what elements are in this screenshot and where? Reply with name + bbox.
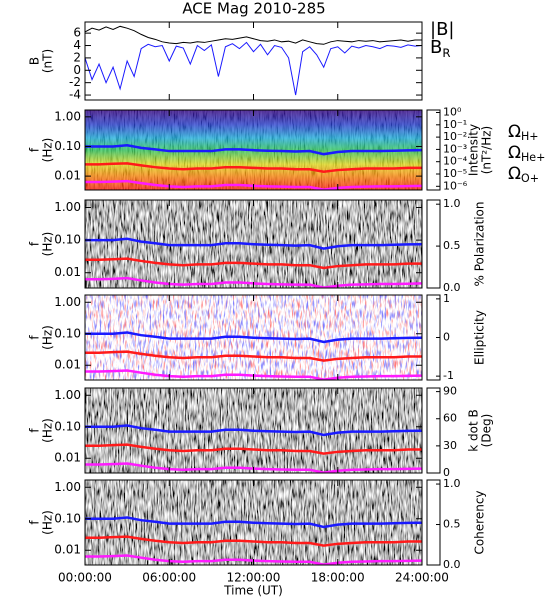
y-axis-label: (Hz) xyxy=(41,138,55,163)
y-tick-label: -4 xyxy=(69,88,81,102)
legend-entry: ΩHe+ xyxy=(508,143,545,164)
y-tick-label: 6 xyxy=(73,26,81,40)
colorbar-tick-label: 60 xyxy=(443,412,457,425)
colorbar-tick-label: 10⁻¹ xyxy=(443,118,467,131)
y-axis-label: f xyxy=(28,241,42,246)
colorbar-tick-label: 10⁻⁶ xyxy=(443,179,468,192)
y-tick-label: 0.01 xyxy=(54,451,81,465)
gyrofrequency-line xyxy=(85,143,422,156)
legend-entry: BR xyxy=(430,37,450,60)
colorbar-tick-label: 0.0 xyxy=(443,281,461,294)
colorbar xyxy=(426,387,441,474)
x-tick-label: 18:00:00 xyxy=(311,571,365,585)
x-tick-label: 00:00:00 xyxy=(58,571,112,585)
y-tick-label: 0.10 xyxy=(54,139,81,153)
gyrofrequency-line xyxy=(85,516,422,529)
y-axis-label: (nT) xyxy=(41,49,55,73)
x-tick-label: 06:00:00 xyxy=(142,571,196,585)
y-axis-label: f xyxy=(28,428,42,433)
colorbar-tick-label: 90 xyxy=(443,385,457,398)
plot-frame xyxy=(84,199,423,289)
gyrofrequency-line xyxy=(85,424,422,437)
colorbar-tick-label: 1.0 xyxy=(443,477,461,490)
plot-frame xyxy=(84,387,423,474)
colorbar-tick-label: -1 xyxy=(443,369,454,382)
y-axis-label: f xyxy=(28,520,42,525)
plot-frame xyxy=(84,109,423,191)
y-tick-label: 0.10 xyxy=(54,233,81,247)
y-axis-label: B xyxy=(28,57,42,65)
gyrofrequency-line xyxy=(85,443,422,455)
y-tick-label: 2 xyxy=(73,50,81,64)
gyrofrequency-line xyxy=(85,162,422,174)
colorbar-tick-label: 10⁻² xyxy=(443,130,467,143)
colorbar-label: Ellipticity xyxy=(473,310,487,365)
y-tick-label: 1.00 xyxy=(54,295,81,309)
y-tick-label: 0.10 xyxy=(54,326,81,340)
y-tick-label: 1.00 xyxy=(54,480,81,494)
colorbar-tick-label: 10⁻³ xyxy=(443,142,467,155)
y-axis-label: f xyxy=(28,147,42,152)
y-tick-label: 0.01 xyxy=(54,265,81,279)
colorbar xyxy=(426,199,441,289)
colorbar-tick-label: 0.5 xyxy=(443,518,461,531)
plot-frame xyxy=(84,479,423,566)
colorbar-tick-label: 1 xyxy=(443,292,450,305)
y-axis-label: (Hz) xyxy=(41,325,55,350)
y-tick-label: 0 xyxy=(73,63,81,77)
y-axis-label: (Hz) xyxy=(41,510,55,535)
colorbar-label: Coherency xyxy=(473,490,487,554)
legend-entry: ΩO+ xyxy=(508,164,539,185)
y-tick-label: 0.01 xyxy=(54,358,81,372)
colorbar-tick-label: 0 xyxy=(443,331,450,344)
colorbar-label: Intensity xyxy=(467,124,481,176)
y-axis-label: (Hz) xyxy=(41,232,55,257)
colorbar-label: k dot B xyxy=(467,409,481,451)
colorbar-label: (Deg) xyxy=(480,414,494,448)
colorbar xyxy=(426,109,441,191)
colorbar-tick-label: 10⁻⁴ xyxy=(443,155,468,168)
gyrofrequency-line xyxy=(85,350,422,362)
gyrofrequency-line xyxy=(85,535,422,547)
gyrofrequency-line xyxy=(85,257,422,270)
colorbar-tick-label: 30 xyxy=(443,439,457,452)
colorbar-tick-label: 10⁰ xyxy=(443,106,462,119)
data-line xyxy=(84,25,422,45)
legend-entry: |B| xyxy=(430,19,454,40)
y-tick-label: -2 xyxy=(69,75,81,89)
chart-title: ACE Mag 2010-285 xyxy=(182,0,325,18)
legend-entry: ΩH+ xyxy=(508,122,539,143)
plot-frame xyxy=(84,294,423,381)
colorbar-label: % Polarization xyxy=(473,202,487,287)
colorbar-tick-label: 0.5 xyxy=(443,239,461,252)
y-tick-label: 4 xyxy=(73,38,81,52)
colorbar-tick-label: 10⁻⁵ xyxy=(443,167,467,180)
plot-frame xyxy=(84,21,423,101)
colorbar-label: (nT²/Hz) xyxy=(480,126,494,174)
x-axis-label: Time (UT) xyxy=(223,584,283,598)
y-tick-label: 1.00 xyxy=(54,109,81,123)
y-axis-label: f xyxy=(28,335,42,340)
gyrofrequency-line xyxy=(85,331,422,344)
x-tick-label: 24:00:00 xyxy=(395,571,449,585)
colorbar xyxy=(426,479,441,566)
y-tick-label: 0.10 xyxy=(54,419,81,433)
gyrofrequency-line xyxy=(85,237,422,250)
x-tick-label: 12:00:00 xyxy=(227,571,281,585)
y-tick-label: 0.01 xyxy=(54,543,81,557)
data-line xyxy=(84,41,423,96)
colorbar-tick-label: 1.0 xyxy=(443,197,461,210)
colorbar-tick-label: 0.0 xyxy=(443,558,461,571)
y-tick-label: 1.00 xyxy=(54,200,81,214)
y-tick-label: 1.00 xyxy=(54,388,81,402)
y-tick-label: 0.01 xyxy=(54,169,81,183)
y-tick-label: 0.10 xyxy=(54,511,81,525)
y-axis-label: (Hz) xyxy=(41,418,55,443)
colorbar-tick-label: 0 xyxy=(443,466,450,479)
